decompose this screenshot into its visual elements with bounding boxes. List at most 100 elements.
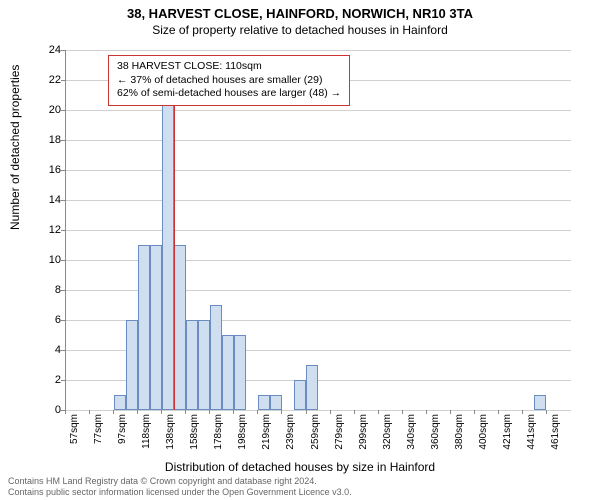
xtick-label: 299sqm bbox=[358, 414, 369, 450]
histogram-bar bbox=[114, 395, 126, 410]
ytick-mark bbox=[61, 80, 65, 81]
xtick-label: 320sqm bbox=[382, 414, 393, 450]
xtick-mark bbox=[137, 410, 138, 414]
histogram-bar bbox=[306, 365, 318, 410]
histogram-bar bbox=[198, 320, 210, 410]
xtick-label: 360sqm bbox=[430, 414, 441, 450]
xtick-label: 219sqm bbox=[261, 414, 272, 450]
ytick-label: 12 bbox=[45, 224, 61, 236]
histogram-bar bbox=[234, 335, 246, 410]
xtick-mark bbox=[281, 410, 282, 414]
xtick-mark bbox=[402, 410, 403, 414]
xtick-label: 380sqm bbox=[454, 414, 465, 450]
ytick-mark bbox=[61, 320, 65, 321]
xtick-mark bbox=[498, 410, 499, 414]
xtick-mark bbox=[209, 410, 210, 414]
y-axis-label: Number of detached properties bbox=[8, 65, 22, 230]
xtick-label: 340sqm bbox=[406, 414, 417, 450]
xtick-label: 118sqm bbox=[141, 414, 152, 449]
grid-line bbox=[66, 200, 571, 201]
ytick-mark bbox=[61, 140, 65, 141]
xtick-label: 97sqm bbox=[117, 414, 128, 444]
xtick-mark bbox=[426, 410, 427, 414]
annotation-line3: 62% of semi-detached houses are larger (… bbox=[117, 87, 341, 101]
histogram-bar bbox=[186, 320, 198, 410]
xtick-mark bbox=[354, 410, 355, 414]
grid-line bbox=[66, 170, 571, 171]
xtick-label: 461sqm bbox=[550, 414, 561, 450]
ytick-mark bbox=[61, 260, 65, 261]
ytick-label: 24 bbox=[45, 44, 61, 56]
xtick-label: 178sqm bbox=[213, 414, 224, 450]
ytick-label: 6 bbox=[45, 314, 61, 326]
footer-line2: Contains public sector information licen… bbox=[8, 487, 352, 498]
title-main: 38, HARVEST CLOSE, HAINFORD, NORWICH, NR… bbox=[0, 0, 600, 21]
ytick-label: 22 bbox=[45, 74, 61, 86]
ytick-mark bbox=[61, 50, 65, 51]
xtick-mark bbox=[257, 410, 258, 414]
grid-line bbox=[66, 410, 571, 411]
xtick-mark bbox=[450, 410, 451, 414]
xtick-label: 421sqm bbox=[502, 414, 513, 450]
xtick-label: 441sqm bbox=[526, 414, 537, 450]
ytick-mark bbox=[61, 230, 65, 231]
xtick-label: 138sqm bbox=[165, 414, 176, 450]
histogram-bar bbox=[162, 65, 174, 410]
grid-line bbox=[66, 110, 571, 111]
histogram-bar bbox=[534, 395, 546, 410]
histogram-bar bbox=[294, 380, 306, 410]
ytick-label: 10 bbox=[45, 254, 61, 266]
property-marker-line bbox=[174, 65, 175, 410]
xtick-label: 239sqm bbox=[285, 414, 296, 450]
ytick-label: 0 bbox=[45, 404, 61, 416]
xtick-label: 400sqm bbox=[478, 414, 489, 450]
ytick-mark bbox=[61, 380, 65, 381]
xtick-label: 198sqm bbox=[237, 414, 248, 450]
ytick-label: 16 bbox=[45, 164, 61, 176]
ytick-mark bbox=[61, 290, 65, 291]
xtick-mark bbox=[330, 410, 331, 414]
grid-line bbox=[66, 230, 571, 231]
xtick-mark bbox=[89, 410, 90, 414]
chart-container: 38, HARVEST CLOSE, HAINFORD, NORWICH, NR… bbox=[0, 0, 600, 500]
footer-line1: Contains HM Land Registry data © Crown c… bbox=[8, 476, 352, 487]
xtick-mark bbox=[474, 410, 475, 414]
ytick-mark bbox=[61, 200, 65, 201]
ytick-label: 2 bbox=[45, 374, 61, 386]
xtick-mark bbox=[113, 410, 114, 414]
ytick-label: 8 bbox=[45, 284, 61, 296]
xtick-mark bbox=[306, 410, 307, 414]
histogram-bar bbox=[150, 245, 162, 410]
xtick-label: 158sqm bbox=[189, 414, 200, 450]
ytick-mark bbox=[61, 350, 65, 351]
footer: Contains HM Land Registry data © Crown c… bbox=[8, 476, 352, 498]
xtick-mark bbox=[522, 410, 523, 414]
xtick-mark bbox=[161, 410, 162, 414]
xtick-label: 57sqm bbox=[69, 414, 80, 444]
ytick-mark bbox=[61, 110, 65, 111]
annotation-line2: ← 37% of detached houses are smaller (29… bbox=[117, 74, 341, 88]
xtick-label: 279sqm bbox=[334, 414, 345, 450]
grid-line bbox=[66, 140, 571, 141]
histogram-bar bbox=[126, 320, 138, 410]
xtick-mark bbox=[378, 410, 379, 414]
xtick-mark bbox=[233, 410, 234, 414]
histogram-bar bbox=[174, 245, 186, 410]
annotation-line1: 38 HARVEST CLOSE: 110sqm bbox=[117, 60, 341, 74]
histogram-bar bbox=[210, 305, 222, 410]
ytick-label: 14 bbox=[45, 194, 61, 206]
ytick-label: 20 bbox=[45, 104, 61, 116]
xtick-label: 259sqm bbox=[310, 414, 321, 450]
annotation-box: 38 HARVEST CLOSE: 110sqm ← 37% of detach… bbox=[108, 55, 350, 106]
xtick-mark bbox=[65, 410, 66, 414]
histogram-bar bbox=[222, 335, 234, 410]
xtick-mark bbox=[185, 410, 186, 414]
xtick-label: 77sqm bbox=[93, 414, 104, 444]
grid-line bbox=[66, 50, 571, 51]
histogram-bar bbox=[138, 245, 150, 410]
x-axis-label: Distribution of detached houses by size … bbox=[0, 460, 600, 474]
histogram-bar bbox=[258, 395, 270, 410]
ytick-label: 18 bbox=[45, 134, 61, 146]
ytick-label: 4 bbox=[45, 344, 61, 356]
ytick-mark bbox=[61, 170, 65, 171]
